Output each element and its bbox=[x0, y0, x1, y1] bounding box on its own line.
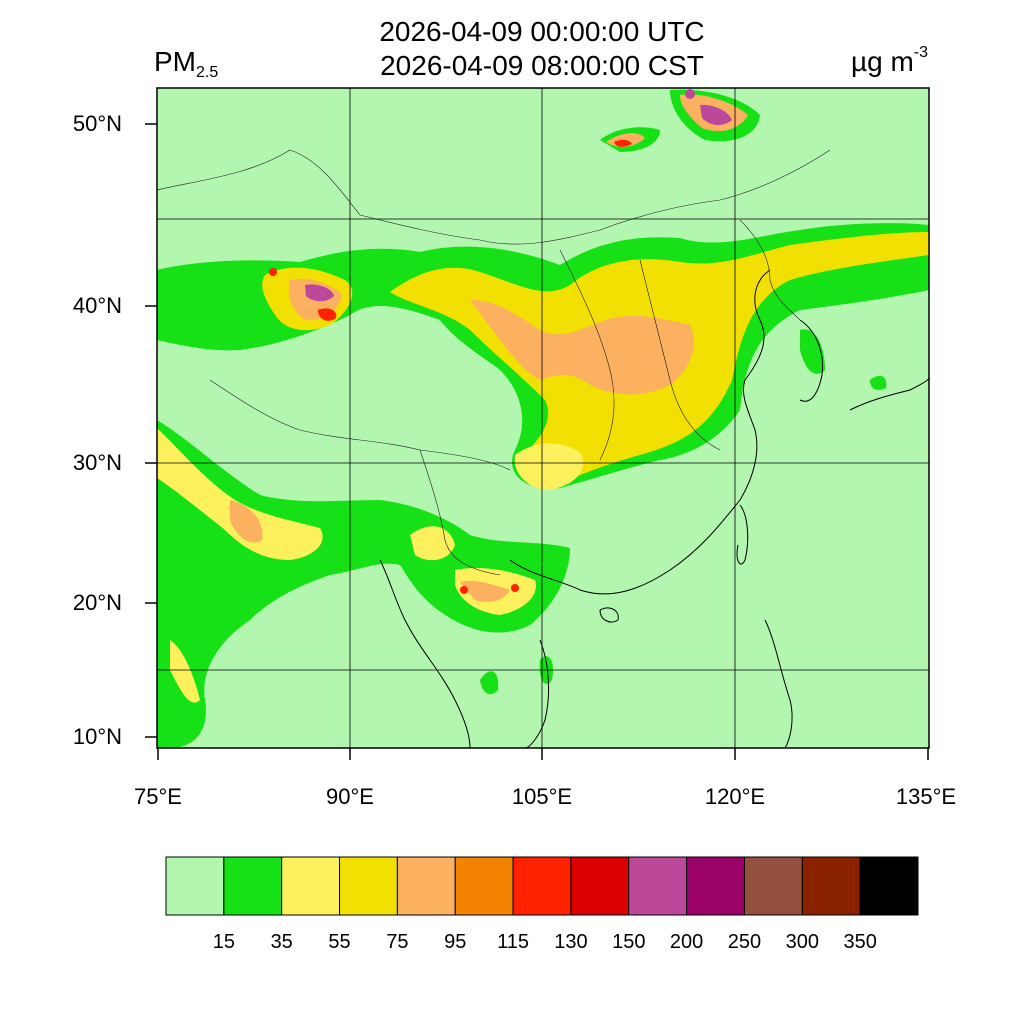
coastlines bbox=[379, 269, 929, 748]
border-mongolia-russia bbox=[157, 149, 831, 245]
border-myanmar bbox=[419, 449, 501, 576]
lon-label-105e: 105°E bbox=[511, 784, 573, 809]
colorbar-swatch-3 bbox=[339, 856, 398, 916]
yellow-india-south bbox=[170, 640, 200, 703]
yellow-south-west bbox=[157, 428, 323, 560]
colorbar-label-1: 35 bbox=[270, 931, 293, 953]
lat-label-40n: 40°N bbox=[72, 293, 122, 318]
lat-label-50n: 50°N bbox=[72, 111, 122, 136]
lon-label-120e: 120°E bbox=[704, 784, 766, 809]
coastline-taiwan bbox=[736, 504, 749, 565]
purple-west-spot bbox=[305, 284, 334, 302]
lon-label-135e: 135°E bbox=[895, 784, 957, 809]
unit-label: µg m-3 bbox=[851, 44, 928, 78]
title-utc: 2026-04-09 00:00:00 UTC bbox=[379, 16, 705, 47]
colorbar-swatch-11 bbox=[801, 856, 861, 916]
country-borders bbox=[157, 149, 831, 576]
lat-label-10n: 10°N bbox=[72, 724, 122, 749]
colorbar-swatch-7 bbox=[570, 856, 630, 916]
coastline-hainan bbox=[599, 607, 619, 623]
coastline-korea bbox=[799, 319, 824, 402]
coastline-bay-bengal bbox=[379, 559, 471, 748]
border-tibet bbox=[209, 379, 511, 471]
colorbar-label-5: 115 bbox=[497, 931, 529, 953]
colorbar-label-7: 150 bbox=[612, 931, 646, 953]
colorbar-label-0: 15 bbox=[212, 931, 235, 953]
colorbar-swatch-9 bbox=[686, 856, 745, 916]
yellow-south-mid bbox=[410, 526, 455, 561]
colorbar-label-2: 55 bbox=[328, 931, 351, 953]
colorbar-label-11: 350 bbox=[843, 931, 877, 953]
colorbar-swatch-1 bbox=[223, 856, 283, 916]
lat-label-20n: 20°N bbox=[72, 590, 122, 615]
green-indochina-south bbox=[480, 671, 499, 695]
variable-main: PM bbox=[154, 46, 196, 77]
colorbar-swatch-4 bbox=[396, 856, 456, 916]
lon-label-75e: 75°E bbox=[134, 784, 182, 809]
colorbar-label-9: 250 bbox=[727, 931, 762, 953]
lon-label-90e: 90°E bbox=[326, 784, 374, 809]
orange-south-west bbox=[230, 500, 263, 543]
coastline-philippines bbox=[764, 619, 793, 748]
colorbar-label-10: 300 bbox=[785, 931, 819, 953]
colorbar-swatch-5 bbox=[454, 856, 514, 916]
yellow-sichuan bbox=[514, 443, 584, 490]
colorbar-swatch-6 bbox=[512, 856, 572, 916]
colorbar-label-8: 200 bbox=[669, 931, 704, 953]
colorbar bbox=[165, 856, 919, 916]
colorbar-swatch-12 bbox=[859, 856, 919, 916]
colorbar-swatch-2 bbox=[281, 856, 341, 916]
unit-superscript: -3 bbox=[913, 44, 928, 61]
coastline-indochina bbox=[524, 639, 550, 748]
title-cst: 2026-04-09 08:00:00 CST bbox=[380, 50, 704, 81]
variable-subscript: 2.5 bbox=[196, 64, 219, 81]
colorbar-swatch-0 bbox=[165, 856, 225, 916]
colorbar-label-4: 95 bbox=[444, 931, 467, 953]
colorbar-label-6: 130 bbox=[554, 931, 588, 953]
border-province bbox=[559, 249, 615, 461]
gridlines bbox=[157, 88, 929, 748]
unit-main: µg m bbox=[850, 46, 914, 77]
orange-core bbox=[470, 300, 694, 395]
red-indochina-a bbox=[460, 586, 468, 594]
green-band-south bbox=[157, 420, 570, 748]
variable-label: PM2.5 bbox=[154, 46, 218, 82]
border-northeast bbox=[739, 219, 801, 321]
red-mongolia-a bbox=[614, 139, 632, 147]
red-indochina-b bbox=[511, 584, 519, 592]
coastline-japan bbox=[849, 377, 929, 411]
coastline-china bbox=[509, 269, 771, 595]
purple-mongolia-b bbox=[700, 104, 732, 126]
colorbar-label-3: 75 bbox=[386, 931, 409, 953]
map-frame bbox=[156, 87, 930, 749]
colorbar-swatch-8 bbox=[628, 856, 688, 916]
lat-label-30n: 30°N bbox=[72, 450, 122, 475]
orange-indochina bbox=[460, 580, 510, 602]
red-west-spot bbox=[318, 308, 337, 321]
colorbar-swatch-10 bbox=[743, 856, 803, 916]
border-province-b bbox=[639, 259, 721, 451]
green-japan bbox=[870, 375, 887, 390]
red-dot-far-west bbox=[269, 268, 277, 276]
purple-mongolia-c bbox=[685, 89, 695, 99]
tick-marks bbox=[145, 123, 929, 760]
green-korea bbox=[800, 329, 825, 374]
